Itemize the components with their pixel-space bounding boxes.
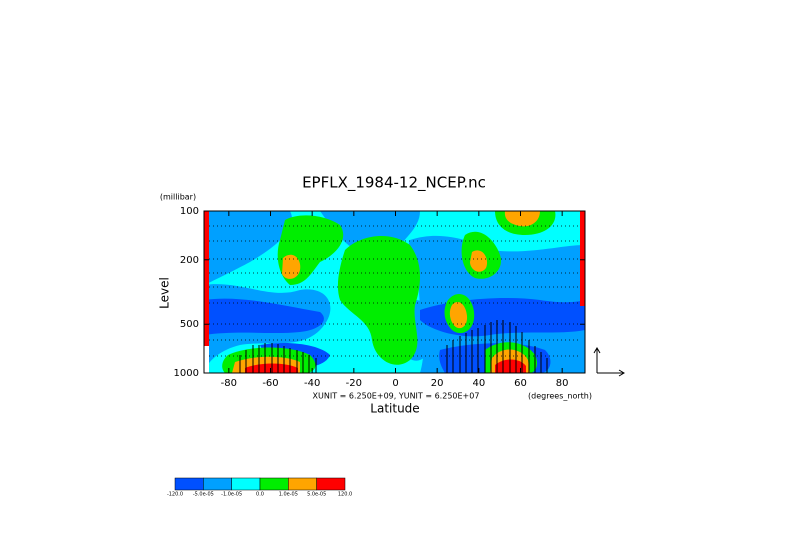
y-unit: (millibar) <box>160 193 196 202</box>
contour-field <box>204 211 585 373</box>
x-unit: (degrees_north) <box>528 392 592 401</box>
colorbar-label: 0.0 <box>256 492 264 498</box>
y-tick-label: 100 <box>180 206 199 217</box>
y-tick-label: 200 <box>180 255 199 266</box>
x-tick-label: 40 <box>472 378 485 389</box>
x-tick-label: -80 <box>221 378 237 389</box>
vector-key <box>593 347 625 377</box>
x-tick-label: 60 <box>514 378 527 389</box>
colorbar-label: -5.0e-05 <box>193 492 214 498</box>
colorbar-box <box>259 477 289 491</box>
colorbar-box <box>203 477 232 491</box>
chart-title: EPFLX_1984-12_NCEP.nc <box>302 174 486 193</box>
y-axis-label: Level <box>158 277 172 309</box>
x-tick-label: -40 <box>304 378 320 389</box>
x-tick-label: 80 <box>556 378 569 389</box>
y-tick-label: 1000 <box>174 368 199 379</box>
y-tick-label: 500 <box>180 319 199 330</box>
colorbar-label: -120.0 <box>167 492 183 498</box>
annotation: XUNIT = 6.250E+09, YUNIT = 6.250E+07 <box>313 392 480 401</box>
colorbar-label: 5.0e-05 <box>307 492 326 498</box>
colorbar-label: 120.0 <box>338 492 352 498</box>
colorbar-label: -1.0e-05 <box>221 492 242 498</box>
colorbar-box <box>174 477 204 491</box>
x-tick-label: 0 <box>392 378 398 389</box>
colorbar-box <box>231 477 261 491</box>
x-tick-label: 20 <box>431 378 444 389</box>
colorbar-box <box>316 477 346 491</box>
colorbar-label: 1.0e-05 <box>279 492 298 498</box>
x-tick-label: -20 <box>346 378 362 389</box>
x-tick-label: -60 <box>262 378 278 389</box>
x-axis-label: Latitude <box>370 402 419 416</box>
colorbar-box <box>288 477 317 491</box>
plot-frame <box>203 210 586 374</box>
